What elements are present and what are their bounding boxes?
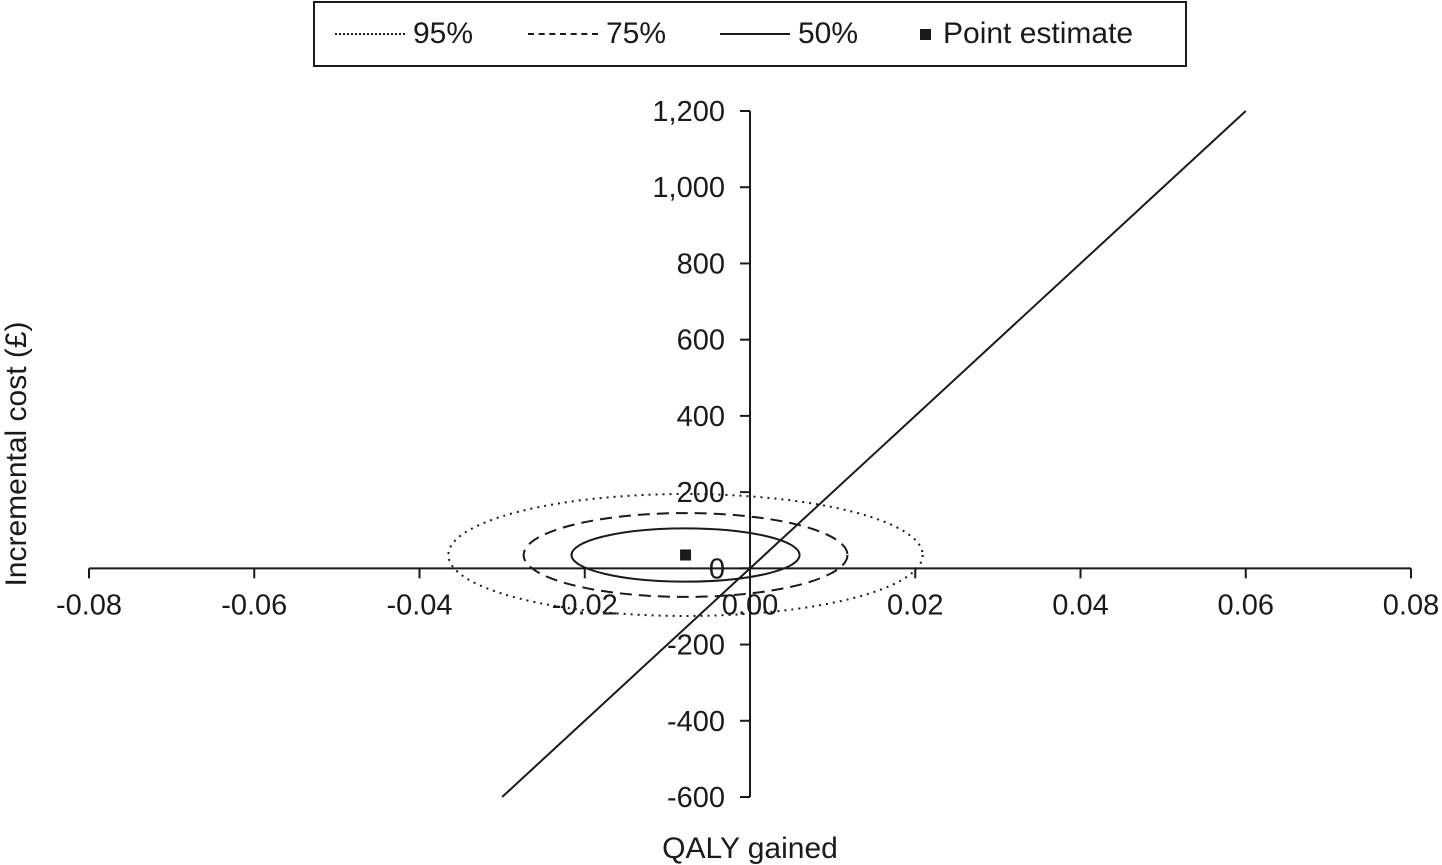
y-axis-title: Incremental cost (£) [0,321,33,586]
solid-line-icon [720,33,790,35]
legend-label-50: 50% [798,17,859,50]
ellipses-group [447,493,924,617]
legend-item-50: 50% [720,3,858,65]
y-tick-label: -400 [667,706,725,738]
x-tick-label: 0.04 [1052,589,1108,621]
legend-item-point-estimate: Point estimate [920,3,1133,65]
legend-item-75: 75% [528,3,666,65]
y-tick-label: 400 [677,401,725,433]
x-tick-label: 0.00 [722,589,778,621]
marker-group [680,549,692,561]
x-tick-label: -0.02 [552,589,618,621]
axes-group: -0.08 -0.06 -0.04 -0.02 0.00 0.02 0.04 0.06 0.08… [56,96,1439,814]
y-tick-label: 1,200 [652,96,725,128]
dashed-line-icon [528,33,598,35]
legend-label-95: 95% [413,17,474,50]
legend: 95% 75% 50% Point estimate [313,1,1187,67]
y-tick-label: -200 [667,630,725,662]
ellipse-50-pct [570,527,801,583]
ellipse-75-pct [522,512,849,598]
y-tick-label: 1,000 [652,172,725,204]
ellipse-95-pct [447,493,924,617]
legend-item-95: 95% [335,3,473,65]
square-marker-icon [920,28,931,40]
x-tick-label: 0.08 [1383,589,1439,621]
x-tick-label: -0.06 [221,589,287,621]
threshold-group [501,110,1247,798]
y-tick-label: 600 [677,325,725,357]
y-tick-label: -600 [667,782,725,814]
threshold-line [501,110,1247,798]
point-estimate-marker [680,549,692,561]
y-tick-label: 200 [677,477,725,509]
y-tick-label: 0 [709,553,725,585]
dotted-line-icon [335,33,405,35]
x-tick-label: -0.08 [56,589,122,621]
y-tick-label: 800 [677,248,725,280]
legend-label-point-estimate: Point estimate [943,17,1134,50]
legend-label-75: 75% [606,17,667,50]
x-tick-label: 0.06 [1218,589,1274,621]
x-axis-title: QALY gained [662,832,838,865]
x-tick-label: 0.02 [887,589,943,621]
x-tick-label: -0.04 [386,589,452,621]
